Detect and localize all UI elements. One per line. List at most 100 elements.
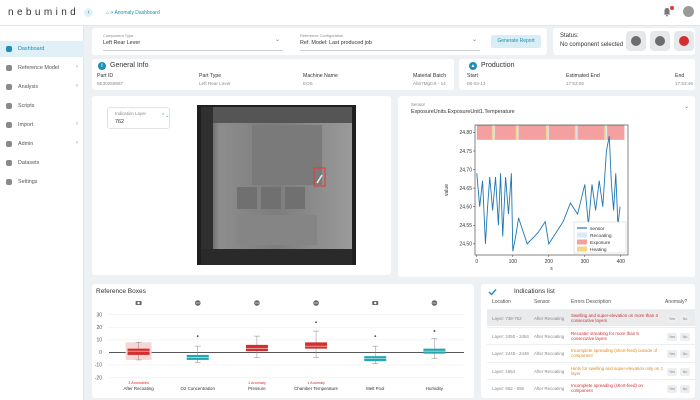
user-avatar[interactable] (683, 6, 694, 17)
chevron-down-icon[interactable]: ⌄ (275, 37, 281, 43)
general-info-card (92, 59, 454, 90)
category-label: Humidity (426, 386, 444, 391)
error-description-cell: Recoater streaking for more than 5 conse… (571, 330, 639, 341)
production-field-caption: Start (467, 73, 478, 79)
chevron-down-icon[interactable]: ⌄ (684, 104, 690, 110)
y-tick-label: 10 (96, 338, 102, 344)
table-row[interactable]: Layer: 738-762 After Recoating Swelling an… (487, 309, 695, 326)
box-plot[interactable] (127, 342, 150, 361)
y-tick-label: 24.55 (459, 223, 472, 229)
info-field-value: 5E30259967 (97, 81, 124, 86)
box-outlier (433, 330, 436, 332)
app-logo[interactable]: nebumind (8, 7, 80, 18)
production-field-value: 17:53:06 (566, 81, 584, 86)
box-plot[interactable] (245, 335, 268, 358)
sensor-cell: After Recoating (534, 333, 565, 339)
chevron-down-icon[interactable]: ⌄ (472, 37, 478, 43)
bell-icon[interactable] (662, 7, 672, 17)
sidebar-item[interactable]: Settings (0, 174, 84, 190)
category-label: Melt Pool (366, 386, 384, 391)
table-row[interactable]: Layer: 2445 - 2448 After Recoating Incompl… (487, 344, 695, 361)
y-tick-label: 24.75 (459, 149, 472, 155)
status-red-button[interactable] (674, 31, 694, 51)
sensor-line-chart[interactable]: 24.50 24.55 24.60 24.65 24.70 24.75 24.80 0 100 2… (438, 120, 638, 272)
status-grey-1-button[interactable] (626, 31, 646, 51)
anomaly-yes-button[interactable]: Yes (667, 315, 677, 323)
indication-layer-input[interactable]: Indication Layer 762 ⌃⌄ (107, 107, 170, 129)
box-plot[interactable] (423, 330, 446, 359)
phase-band (491, 125, 494, 140)
box-plot[interactable] (364, 335, 387, 364)
table-row[interactable]: Layer: 2450 - 2454 After Recoating Recoate… (487, 326, 695, 344)
sensor-icon (313, 300, 319, 306)
component-type-select[interactable]: Left Rear Lever (103, 40, 141, 46)
generate-report-button[interactable]: Generate Report (491, 35, 541, 48)
anomaly-yes-button[interactable]: Yes (667, 385, 677, 393)
reference-config-select[interactable]: Ref. Model: Last produced job (300, 40, 372, 46)
anomaly-no-button[interactable]: No (680, 385, 690, 393)
column-header[interactable]: Sensor (534, 299, 550, 305)
status-grey-2-button[interactable] (650, 31, 670, 51)
column-header[interactable]: Errors Description (571, 299, 612, 305)
sensor-cell: After Recoating (534, 368, 565, 374)
production-field-value: 17:53:46 (675, 81, 693, 86)
legend-swatch (577, 239, 587, 245)
camera-icon (372, 301, 379, 305)
status-card (553, 28, 695, 55)
y-tick-label: 24.50 (459, 242, 472, 248)
anomaly-no-button[interactable]: No (680, 315, 690, 323)
sensor-select[interactable]: ExposureUnits.ExposureUnit1.Temperature (411, 109, 515, 115)
sidebar-item[interactable]: Datasets (0, 155, 84, 171)
anomaly-no-button[interactable]: No (680, 332, 690, 341)
x-tick-label: 300 (581, 259, 590, 265)
anomaly-yes-button[interactable]: Yes (667, 332, 677, 341)
sidebar-item[interactable]: Analysis › (0, 79, 84, 95)
x-tick-label: 100 (509, 259, 518, 265)
reference-boxes-card (92, 284, 474, 398)
phase-band (517, 125, 519, 140)
info-icon: i (98, 62, 106, 70)
import-icon (6, 122, 12, 128)
phase-band (605, 125, 608, 140)
box-body (245, 344, 268, 352)
box-outlier (374, 335, 377, 337)
location-cell: Layer: 652 - 656 (492, 386, 524, 391)
phase-band (604, 125, 606, 140)
top-bar: nebumind ‹ ⌂ > Anomaly Dashboard (0, 0, 700, 26)
column-header[interactable]: Location (492, 299, 511, 305)
component-type-underline (103, 50, 283, 51)
breadcrumb[interactable]: ⌂ > Anomaly Dashboard (106, 10, 160, 16)
sidebar-item[interactable]: Dashboard (0, 41, 84, 57)
x-tick-label: 400 (617, 259, 626, 265)
table-row[interactable]: Layer: 652 - 656 After Recoating Incomplet… (487, 379, 695, 396)
anomaly-yes-button[interactable]: Yes (667, 367, 677, 376)
general-info-title: General Info (110, 62, 149, 69)
table-row[interactable]: Layer: 1654 After Recoating Hints for swel… (487, 361, 695, 379)
sidebar-item[interactable]: Reference Model › (0, 60, 84, 76)
info-field-caption: Machine Name (303, 73, 338, 79)
box-body (305, 342, 328, 349)
anomaly-no-button[interactable]: No (680, 367, 690, 376)
box-body (127, 348, 150, 355)
box-plot[interactable] (186, 335, 209, 363)
y-tick-label: 0 (99, 350, 102, 356)
column-header[interactable]: Anomaly? (665, 299, 688, 305)
box-plot[interactable] (305, 321, 328, 358)
sidebar-item[interactable]: Import › (0, 117, 84, 133)
anomaly-no-button[interactable]: No (680, 350, 690, 358)
dashboard-icon (6, 46, 12, 52)
anomaly-yes-button[interactable]: Yes (667, 350, 677, 358)
production-card (459, 59, 695, 90)
chevron-right-icon: › (76, 121, 78, 127)
collapse-sidebar-button[interactable]: ‹ (84, 8, 93, 17)
chevron-right-icon: › (76, 140, 78, 146)
indication-layer-value: 762 (115, 119, 124, 125)
sidebar-item[interactable]: Admin › (0, 136, 84, 152)
y-tick-label: 20 (96, 325, 102, 331)
reference-config-underline (300, 50, 480, 51)
phase-band (545, 125, 548, 140)
sidebar-item[interactable]: Scripts (0, 98, 84, 114)
layer-image[interactable] (197, 105, 356, 265)
stepper-icon[interactable]: ⌃⌄ (161, 113, 170, 119)
